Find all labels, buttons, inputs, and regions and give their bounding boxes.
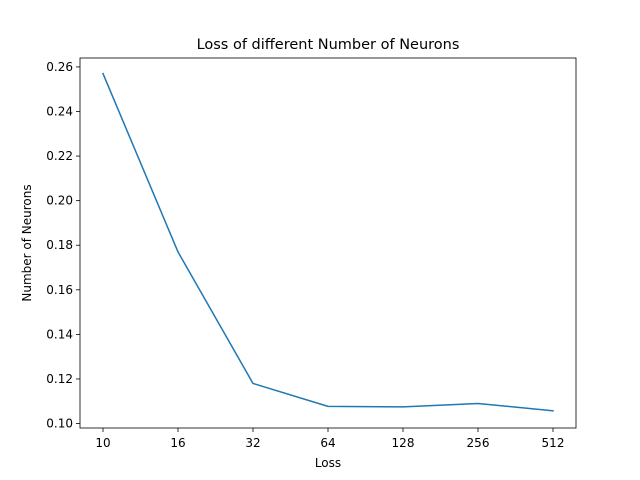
chart-title: Loss of different Number of Neurons (197, 37, 460, 53)
y-tick-label: 0.18 (46, 238, 73, 252)
y-tick-label: 0.14 (46, 327, 73, 341)
y-tick-label: 0.12 (46, 372, 73, 386)
series-line (102, 72, 554, 412)
x-tick-label: 512 (542, 436, 565, 450)
y-tick-label: 0.10 (46, 417, 73, 431)
axes-frame (79, 57, 577, 429)
y-tick-label: 0.20 (46, 194, 73, 208)
y-tick-label: 0.16 (46, 283, 73, 297)
y-tick-label: 0.26 (46, 60, 73, 74)
y-tick-label: 0.22 (46, 149, 73, 163)
x-tick-label: 128 (392, 436, 415, 450)
y-tick-label: 0.24 (46, 104, 73, 118)
x-tick-label: 16 (170, 436, 185, 450)
x-tick-label: 64 (320, 436, 335, 450)
x-tick-label: 32 (245, 436, 260, 450)
y-axis-label: Number of Neurons (20, 184, 34, 301)
plot-area: 0.10 0.12 0.14 0.16 0.18 0.20 0.22 0.24 0.26 10 16… (46, 57, 577, 450)
x-tick-label: 10 (95, 436, 110, 450)
x-axis-label: Loss (315, 456, 341, 470)
x-tick-label: 256 (467, 436, 490, 450)
